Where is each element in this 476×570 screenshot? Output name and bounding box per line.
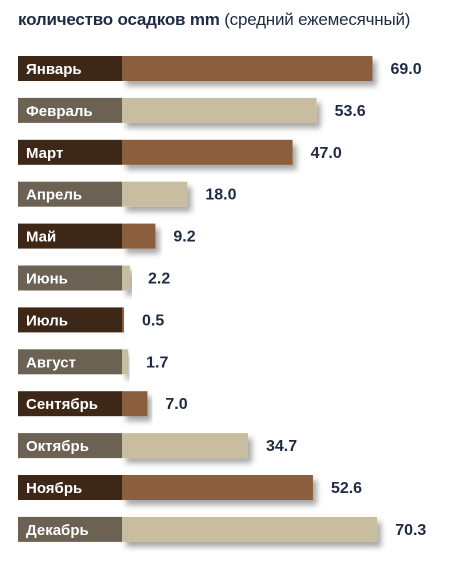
category-label-box — [18, 307, 122, 333]
category-label-box — [18, 475, 122, 500]
category-label: Сентябрь — [26, 396, 98, 413]
category-label-box — [18, 516, 122, 542]
category-label: Июнь — [26, 271, 68, 288]
category-label: Июль — [26, 312, 68, 329]
category-label-box — [18, 349, 122, 375]
category-label: Апрель — [26, 187, 82, 204]
bar-row: Август 1.7 — [18, 349, 169, 375]
category-label: Январь — [26, 61, 82, 78]
bar — [122, 56, 373, 81]
category-label-box — [18, 391, 122, 417]
bar-row: Ноябрь 52.6 — [18, 475, 362, 500]
data-label: 70.3 — [395, 522, 426, 539]
bar-row: Апрель 18.0 — [18, 181, 237, 207]
category-label-box — [18, 265, 122, 291]
bar — [122, 516, 378, 542]
category-label: Май — [26, 229, 56, 246]
data-label: 0.5 — [142, 312, 164, 329]
data-label: 7.0 — [165, 396, 187, 413]
bar — [122, 139, 293, 165]
chart-title: количество осадков mm (средний ежемесячн… — [18, 10, 468, 30]
bar — [122, 349, 129, 375]
data-label: 18.0 — [205, 187, 236, 204]
data-label: 9.2 — [173, 229, 195, 246]
chart-title-main: количество осадков mm — [18, 10, 220, 29]
category-label-box — [18, 223, 122, 249]
data-label: 53.6 — [335, 103, 366, 120]
data-label: 47.0 — [311, 145, 342, 162]
category-label-box — [18, 97, 122, 123]
data-label: 52.6 — [331, 480, 362, 497]
bar — [122, 475, 313, 500]
data-label: 1.7 — [146, 354, 168, 371]
bar-row: Июль 0.5 — [18, 307, 164, 333]
category-label: Ноябрь — [26, 480, 82, 497]
bar-row: Июнь 2.2 — [18, 265, 170, 291]
chart-subtitle: (средний ежемесячный) — [224, 10, 411, 29]
bar-row: Март 47.0 — [18, 139, 342, 165]
category-label-box — [18, 139, 122, 165]
data-label: 34.7 — [266, 438, 297, 455]
bar — [122, 433, 248, 459]
category-label-box — [18, 181, 122, 207]
category-label-box — [18, 433, 122, 459]
bar — [122, 181, 188, 207]
category-label: Октябрь — [26, 438, 89, 455]
bar — [122, 265, 130, 291]
category-label: Март — [26, 145, 63, 162]
category-label: Август — [26, 354, 76, 371]
bar-row: Февраль 53.6 — [18, 97, 366, 123]
category-label-box — [18, 56, 122, 81]
bar-row: Январь 69.0 — [18, 56, 422, 81]
bar — [122, 391, 148, 417]
data-label: 69.0 — [390, 61, 421, 78]
bar-row: Декабрь 70.3 — [18, 516, 426, 542]
bar-row: Октябрь 34.7 — [18, 433, 297, 459]
category-label: Февраль — [26, 103, 93, 120]
bar — [122, 223, 156, 249]
bar — [122, 307, 124, 333]
bar — [122, 97, 317, 123]
data-label: 2.2 — [148, 271, 170, 288]
bar-row: Май 9.2 — [18, 223, 196, 249]
category-label: Декабрь — [26, 522, 89, 539]
bar-row: Сентябрь 7.0 — [18, 391, 188, 417]
